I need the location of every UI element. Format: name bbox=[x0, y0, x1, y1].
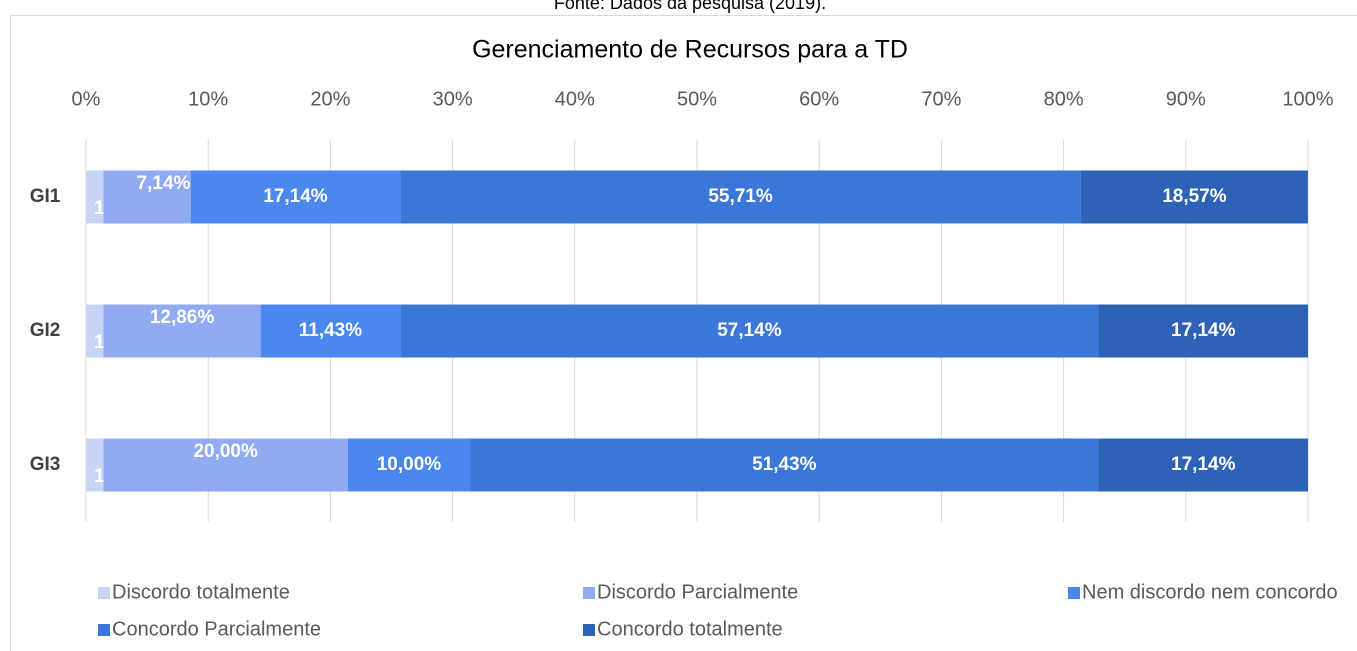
bar-segment bbox=[400, 304, 1099, 358]
bar-segment bbox=[86, 304, 104, 358]
y-tick-label: GI3 bbox=[30, 454, 61, 475]
legend-label: Discordo Parcialmente bbox=[597, 581, 798, 603]
x-tick-label: 70% bbox=[921, 88, 961, 110]
x-tick-label: 50% bbox=[677, 88, 717, 110]
legend-label: Concordo totalmente bbox=[597, 618, 783, 640]
bar-segment bbox=[1098, 304, 1308, 358]
data-label: 10,00% bbox=[377, 454, 442, 475]
data-label: 55,71% bbox=[708, 186, 773, 207]
bar-segment bbox=[103, 304, 261, 358]
data-label: 18,57% bbox=[1162, 186, 1227, 207]
data-label: 57,14% bbox=[717, 320, 782, 341]
legend-label: Nem discordo nem concordo bbox=[1082, 581, 1338, 603]
y-tick-label: GI1 bbox=[30, 186, 61, 207]
data-label: 17,14% bbox=[263, 186, 328, 207]
chart-title: Gerenciamento de Recursos para a TD bbox=[472, 36, 908, 64]
legend-label: Discordo totalmente bbox=[112, 581, 290, 603]
x-tick-label: 30% bbox=[433, 88, 473, 110]
x-tick-label: 100% bbox=[1282, 88, 1333, 110]
x-tick-label: 90% bbox=[1166, 88, 1206, 110]
x-tick-label: 10% bbox=[188, 88, 228, 110]
legend-label: Concordo Parcialmente bbox=[112, 618, 321, 640]
x-tick-label: 80% bbox=[1044, 88, 1084, 110]
x-tick-label: 0% bbox=[72, 88, 101, 110]
legend-marker bbox=[583, 587, 595, 599]
x-tick-label: 40% bbox=[555, 88, 595, 110]
bar-segment bbox=[103, 438, 348, 492]
x-tick-label: 20% bbox=[310, 88, 350, 110]
data-label: 20,00% bbox=[193, 441, 258, 462]
data-label: 51,43% bbox=[752, 454, 817, 475]
bar-segment bbox=[86, 170, 104, 224]
legend-marker bbox=[1068, 587, 1080, 599]
legend-marker bbox=[98, 587, 110, 599]
bar-segment bbox=[86, 438, 104, 492]
data-label: 12,86% bbox=[150, 307, 215, 328]
data-label: 11,43% bbox=[299, 320, 362, 341]
data-label: 7,14% bbox=[137, 173, 191, 194]
data-label: 17,14% bbox=[1171, 454, 1236, 475]
x-tick-label: 60% bbox=[799, 88, 839, 110]
data-label: 17,14% bbox=[1171, 320, 1236, 341]
bar-segment bbox=[190, 170, 401, 224]
bar-segment bbox=[470, 438, 1099, 492]
bar-segment bbox=[260, 304, 401, 358]
bar-segment bbox=[347, 438, 471, 492]
legend-marker bbox=[583, 624, 595, 636]
legend-marker bbox=[98, 624, 110, 636]
chart-border bbox=[10, 15, 1357, 651]
bar-segment bbox=[103, 170, 191, 224]
caption: Fonte: Dados da pesquisa (2019). bbox=[554, 0, 826, 13]
y-tick-label: GI2 bbox=[30, 320, 61, 341]
bar-segment bbox=[1098, 438, 1308, 492]
bar-segment bbox=[400, 170, 1081, 224]
bar-segment bbox=[1080, 170, 1308, 224]
